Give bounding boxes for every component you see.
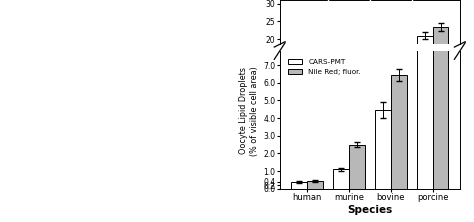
Text: Oocyte Lipid Droplets
(% of visible cell area): Oocyte Lipid Droplets (% of visible cell… bbox=[239, 66, 258, 156]
X-axis label: Species: Species bbox=[347, 205, 392, 215]
Bar bbox=[391, 75, 407, 189]
Bar bbox=[391, 87, 407, 110]
Bar bbox=[291, 109, 307, 110]
Bar bbox=[349, 145, 365, 189]
Text: B: B bbox=[235, 0, 243, 2]
Bar bbox=[307, 181, 323, 189]
Bar bbox=[291, 182, 307, 189]
Bar bbox=[375, 110, 391, 189]
Bar bbox=[333, 106, 349, 110]
Bar bbox=[417, 36, 433, 110]
Bar bbox=[333, 169, 349, 189]
Bar bbox=[307, 109, 323, 110]
Legend: CARS-PMT, Nile Red; fluor.: CARS-PMT, Nile Red; fluor. bbox=[285, 56, 364, 77]
Bar bbox=[349, 101, 365, 110]
Bar bbox=[375, 94, 391, 110]
Bar bbox=[417, 0, 433, 189]
Bar bbox=[433, 27, 448, 110]
Bar bbox=[433, 0, 448, 189]
